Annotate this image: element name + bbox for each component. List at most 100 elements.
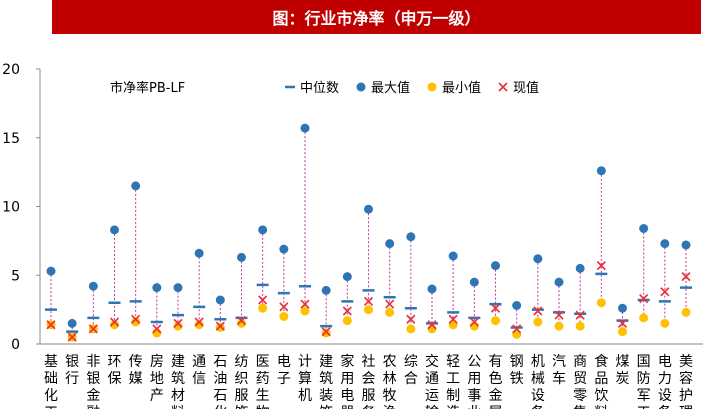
- min-point: [491, 316, 500, 326]
- current-x-stroke: [533, 306, 543, 316]
- current-point: [342, 306, 352, 316]
- current-x-stroke: [279, 302, 289, 312]
- max-point: [279, 244, 289, 254]
- max-point: [406, 232, 416, 242]
- current-point: [363, 296, 374, 306]
- current-x-stroke: [575, 310, 585, 320]
- max-point: [575, 263, 585, 273]
- x-tick-label: 食品饮料: [594, 353, 608, 409]
- legend-current-symbol: [498, 82, 508, 92]
- max-point: [88, 281, 98, 291]
- current-x-stroke: [490, 303, 501, 313]
- current-x-stroke: [427, 320, 437, 330]
- x-tick-label: 有色金属: [489, 354, 503, 409]
- max-point: [639, 224, 649, 233]
- x-tick-label: 综合: [404, 354, 418, 387]
- x-tick-label: 农林牧渔: [383, 354, 397, 409]
- current-x-stroke: [300, 299, 310, 309]
- min-point: [385, 307, 395, 317]
- min-point: [300, 306, 310, 316]
- x-tick-label: 商贸零售: [573, 354, 587, 409]
- min-point: [279, 312, 289, 321]
- y-tick-label: 20: [2, 62, 20, 78]
- max-point: [554, 277, 564, 287]
- x-tick-label: 通信: [192, 354, 206, 387]
- max-point: [596, 166, 606, 176]
- current-point: [660, 287, 670, 297]
- current-point: [639, 294, 649, 304]
- legend: 中位数 最大值 最小值 现值: [285, 80, 539, 96]
- x-tick-label: 电子: [277, 354, 291, 387]
- current-point: [46, 320, 56, 330]
- current-point: [88, 324, 98, 334]
- current-point: [215, 321, 225, 331]
- max-point: [237, 252, 246, 262]
- x-tick-label: 交通运输: [425, 353, 439, 409]
- current-x-stroke: [342, 306, 352, 316]
- current-point: [554, 310, 564, 320]
- x-tick-label: 钢铁: [510, 354, 524, 387]
- current-x-stroke: [660, 287, 670, 297]
- max-point: [533, 254, 543, 264]
- max-point: [110, 225, 119, 235]
- current-point: [385, 299, 395, 309]
- min-point: [575, 321, 585, 331]
- x-tick-label: 医药生物: [256, 354, 270, 409]
- max-point: [67, 318, 77, 328]
- x-tick-label: 计算机: [298, 354, 312, 404]
- x-tick-label: 国防军工: [637, 354, 651, 409]
- current-point: [300, 299, 310, 309]
- legend-label: 现值: [513, 80, 539, 96]
- current-x-stroke: [469, 317, 479, 327]
- max-point: [173, 283, 183, 293]
- current-point: [152, 324, 162, 334]
- current-x-stroke: [215, 321, 225, 331]
- min-point: [596, 298, 606, 308]
- current-point: [448, 314, 458, 324]
- min-point: [681, 307, 691, 317]
- current-point: [194, 317, 204, 327]
- y-tick-label: 10: [2, 200, 20, 216]
- min-point: [194, 320, 204, 330]
- range-lines: [50, 128, 687, 338]
- x-tick-label: 石油石化: [213, 354, 227, 409]
- current-x-stroke: [385, 299, 395, 309]
- x-tick-label: 房地产: [150, 354, 164, 404]
- min-point: [258, 303, 268, 313]
- min-point: [618, 327, 627, 337]
- current-x-stroke: [88, 324, 98, 334]
- max-point: [215, 295, 225, 305]
- current-point: [512, 324, 522, 334]
- current-x-stroke: [152, 324, 162, 334]
- min-point: [364, 305, 373, 315]
- current-x-stroke: [512, 324, 522, 334]
- current-point: [596, 261, 606, 271]
- current-x-stroke: [639, 294, 649, 304]
- current-point: [533, 306, 543, 316]
- y-tick-label: 0: [11, 337, 20, 353]
- max-point: [258, 225, 268, 235]
- max-point: [342, 272, 352, 282]
- x-tick-label: 电力设备: [658, 354, 672, 409]
- legend-label: 最小值: [442, 80, 481, 96]
- min-point: [406, 324, 416, 334]
- x-tick-label: 汽车: [552, 354, 566, 387]
- x-tick-label: 纺织服饰: [235, 354, 249, 409]
- chart-title: 图：行业市净率（申万一级）: [52, 0, 701, 34]
- max-point: [448, 251, 458, 261]
- x-tick-label: 美容护理: [679, 354, 693, 409]
- current-x-stroke: [46, 320, 56, 330]
- max-point: [321, 285, 331, 295]
- current-point: [321, 327, 331, 337]
- x-tick-label: 建筑材料: [171, 354, 185, 409]
- min-point: [110, 320, 119, 330]
- data-marks: [45, 123, 692, 342]
- current-point: [490, 303, 501, 313]
- current-x-stroke: [258, 295, 268, 305]
- max-point: [491, 261, 500, 271]
- current-point: [131, 314, 141, 324]
- max-point: [194, 248, 204, 258]
- current-x-stroke: [173, 318, 183, 328]
- max-point: [385, 239, 395, 249]
